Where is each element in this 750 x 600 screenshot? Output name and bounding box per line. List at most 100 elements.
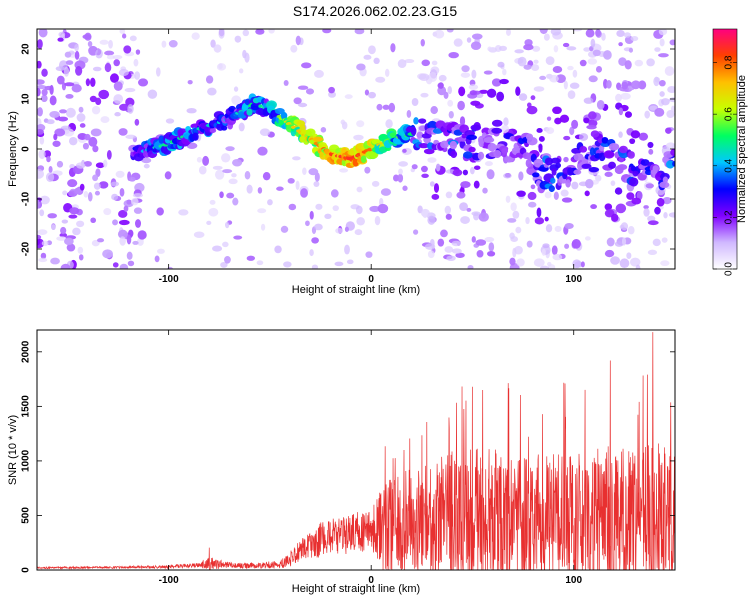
spectrogram-blob [222,169,233,174]
spectrogram-blob [601,32,606,41]
spectrogram-blob [123,205,129,212]
snr-x-label: Height of straight line (km) [292,583,420,595]
spectrogram-blob [665,127,672,134]
spectrogram-blob [52,140,61,147]
spectrogram-blob [608,161,616,169]
spectrogram-blob [573,153,584,161]
spectrogram-blob [530,184,536,190]
spectrogram-blob [309,249,314,257]
spectrogram-blob [137,230,147,240]
spectrogram-blob [57,37,64,42]
spectrogram-blob [644,110,651,119]
spectrogram-blob [113,81,123,91]
spectrogram-blob [581,163,592,169]
spectrogram-blob [531,64,540,72]
spectrogram-blob [503,117,509,127]
spectrogram-blob [210,39,216,48]
spectrogram-blob [61,219,69,224]
spectrogram-blob [40,252,47,260]
spectrogram-blob [455,252,465,258]
spectrogram-blob [646,58,655,67]
spectrogram-blob [320,127,327,133]
spectrogram-blob [283,80,289,86]
spectrogram-blob [552,253,563,261]
spectrogram-blob [471,33,483,40]
spectrogram-blob [225,146,235,152]
spectrogram-blob [624,60,632,70]
spectrogram-blob [503,173,512,179]
spectrogram-blob [37,79,45,85]
spectrogram-blob [328,86,335,94]
spectrogram-blob [45,172,55,183]
spectrogram-blob [49,84,54,95]
spectrogram-blob [110,73,119,83]
spectrogram-blob [499,78,509,85]
spectrogram-blob [313,181,320,187]
spectrogram-blobs [37,29,675,269]
spectrogram-blob [461,65,470,73]
spectrogram-blob [670,148,675,157]
spectrogram-blob [373,57,380,65]
spectrogram-blob [37,87,41,97]
spectrogram-blob [446,255,456,262]
spectrogram-blob [92,145,99,153]
spectrogram-blob [178,209,189,216]
spectrogram-blob [620,92,631,100]
spectrogram-blob [652,238,661,247]
spectrogram-blob [555,74,566,84]
spectrogram-blob [444,246,454,253]
spectrogram-blob [356,186,363,193]
spectrogram-blob [71,84,82,93]
spectrogram-blob [131,197,139,206]
spectrogram-blob [514,245,523,255]
spectrogram-blob [138,78,149,87]
spectrogram-blob [122,33,127,39]
spectrogram-blob [202,155,210,166]
spectrogram-blob [471,211,481,216]
spectrogram-blob [499,45,508,52]
spectrogram-blob [421,165,428,173]
spectrogram-blob [385,119,393,129]
spectrogram-y-tick-label: -20 [21,241,32,256]
spectrogram-blob [90,77,96,87]
spectrogram-blob [356,63,366,71]
spectrogram-blob [631,197,642,205]
spectrogram-blob [523,64,532,70]
spectrogram-blob [662,196,672,205]
spectrogram-blob [567,65,574,71]
spectrogram-blob [545,127,555,135]
spectrogram-blob [233,235,243,240]
spectrogram-blob [468,146,476,153]
spectrogram-blob [126,199,132,205]
spectrogram-blob [542,243,550,249]
spectrogram-blob [111,193,119,201]
spectrogram-blob [119,188,125,197]
spectrogram-blob [627,226,635,235]
spectrogram-blob [536,207,542,218]
spectrogram-blob [79,123,86,128]
spectrogram-blob [466,37,472,43]
spectrogram-blob [66,243,76,252]
spectrogram-blob [563,156,569,163]
spectrogram-blob [324,213,332,219]
spectrogram-blob [630,257,641,267]
colorbar-tick-label: 0.8 [724,55,735,69]
spectrogram-blob [562,42,570,48]
spectrogram-blob [550,177,556,184]
spectrogram-blob [74,44,79,52]
spectrogram-blob [622,237,627,246]
spectrogram-blob [95,97,102,106]
spectrogram-blob [244,170,251,180]
spectrogram-blob [88,136,98,147]
spectrogram-blob [668,212,675,218]
spectrogram-blob [431,193,440,200]
spectrogram-blob [512,247,517,258]
spectrogram-blob [255,29,265,35]
spectrogram-blob [302,167,307,176]
spectrogram-blob [274,245,282,254]
spectrogram-blob [100,116,110,123]
spectrogram-blob [418,143,430,149]
spectrogram-blob [413,229,419,235]
spectrogram-blob [231,173,237,178]
spectrogram-blob [584,236,591,241]
